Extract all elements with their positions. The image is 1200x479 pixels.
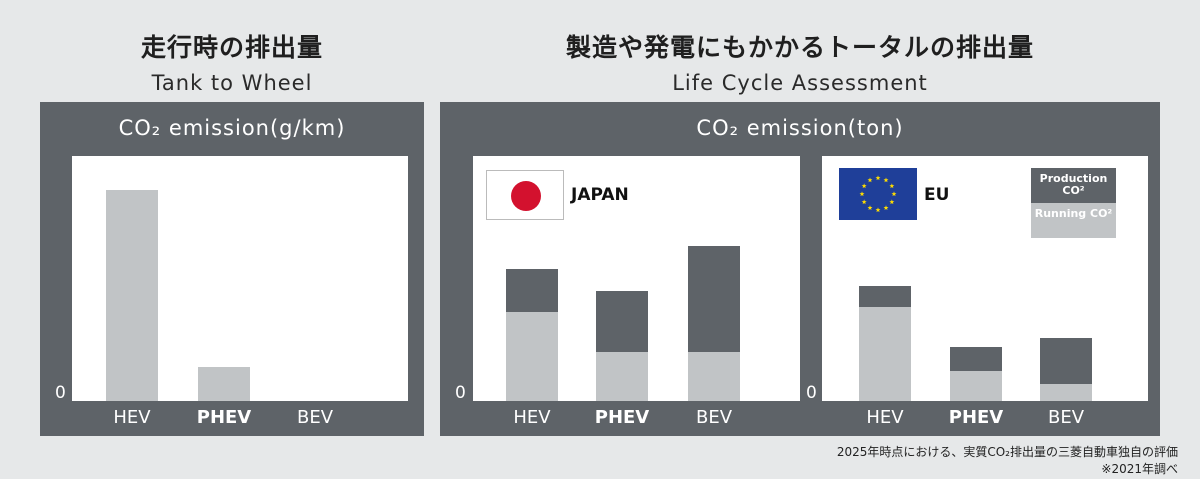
production-bar-phev [596, 291, 648, 353]
tank-to-wheel-panel: CO₂ emission(g/km) 0 HEV PHEV BEV [40, 102, 424, 436]
eu-star [883, 177, 889, 183]
tank-to-wheel-chart-title: CO₂ emission(g/km) [118, 116, 346, 140]
zero-label: 0 [455, 383, 466, 403]
tank-to-wheel-title-jp: 走行時の排出量 [140, 33, 323, 62]
running-bar-bev [688, 352, 740, 401]
category-label-phev: PHEV [594, 407, 650, 428]
footnote-evaluation: 2025年時点における、実質CO₂排出量の三菱自動車独自の評価 [836, 445, 1178, 459]
lca-chart-title: CO₂ emission(ton) [696, 116, 904, 140]
legend-running-label: Running CO² [1034, 207, 1113, 220]
eu-star [867, 205, 873, 210]
tank-to-wheel-title-en: Tank to Wheel [151, 71, 313, 95]
eu-star [883, 205, 889, 210]
tank-to-wheel-heading: 走行時の排出量 Tank to Wheel [40, 28, 424, 95]
eu-star [889, 199, 895, 205]
legend-running: Running CO² [1031, 203, 1116, 238]
eu-star [875, 175, 881, 181]
category-label-hev: HEV [866, 407, 904, 428]
lca-panel: CO₂ emission(ton) 0 JAPAN 0 EU Productio… [440, 102, 1160, 436]
eu-star [859, 191, 865, 197]
running-bar-bev [1040, 383, 1092, 401]
lca-title-jp: 製造や発電にもかかるトータルの排出量 [565, 33, 1034, 62]
production-bar-bev [688, 245, 740, 353]
eu-label: EU [924, 185, 950, 205]
running-bar-phev [950, 371, 1002, 401]
category-label-bev: BEV [1047, 407, 1085, 428]
running-bar-hev [859, 306, 911, 401]
production-bar-hev [506, 268, 558, 313]
legend-production: Production CO² [1031, 168, 1116, 203]
category-label-phev: PHEV [196, 407, 252, 428]
legend-production-label: Production CO² [1039, 172, 1108, 197]
running-bar-phev [596, 352, 648, 401]
japan-label: JAPAN [571, 185, 629, 205]
category-label-bev: BEV [296, 407, 334, 428]
category-label-hev: HEV [513, 407, 551, 428]
japan-flag-icon [486, 170, 564, 220]
lca-title-en: Life Cycle Assessment [672, 71, 928, 95]
footnote-survey-year: ※2021年調べ [1101, 462, 1178, 476]
eu-star [861, 199, 867, 205]
eu-star [889, 183, 895, 189]
eu-star [891, 191, 897, 197]
production-bar-phev [950, 347, 1002, 372]
production-bar-hev [859, 286, 911, 307]
zero-label: 0 [806, 383, 817, 403]
emission-bar-hev [106, 190, 158, 401]
production-bar-bev [1040, 338, 1092, 384]
eu-star [875, 207, 881, 213]
emission-bar-phev [198, 367, 250, 401]
category-label-bev: BEV [695, 407, 733, 428]
eu-star [861, 183, 867, 189]
category-label-hev: HEV [113, 407, 151, 428]
zero-label: 0 [55, 383, 66, 403]
eu-flag-icon [839, 168, 917, 220]
category-label-phev: PHEV [948, 407, 1004, 428]
lca-heading: 製造や発電にもかかるトータルの排出量 Life Cycle Assessment [440, 28, 1160, 95]
running-bar-hev [506, 312, 558, 401]
eu-star [867, 177, 873, 183]
